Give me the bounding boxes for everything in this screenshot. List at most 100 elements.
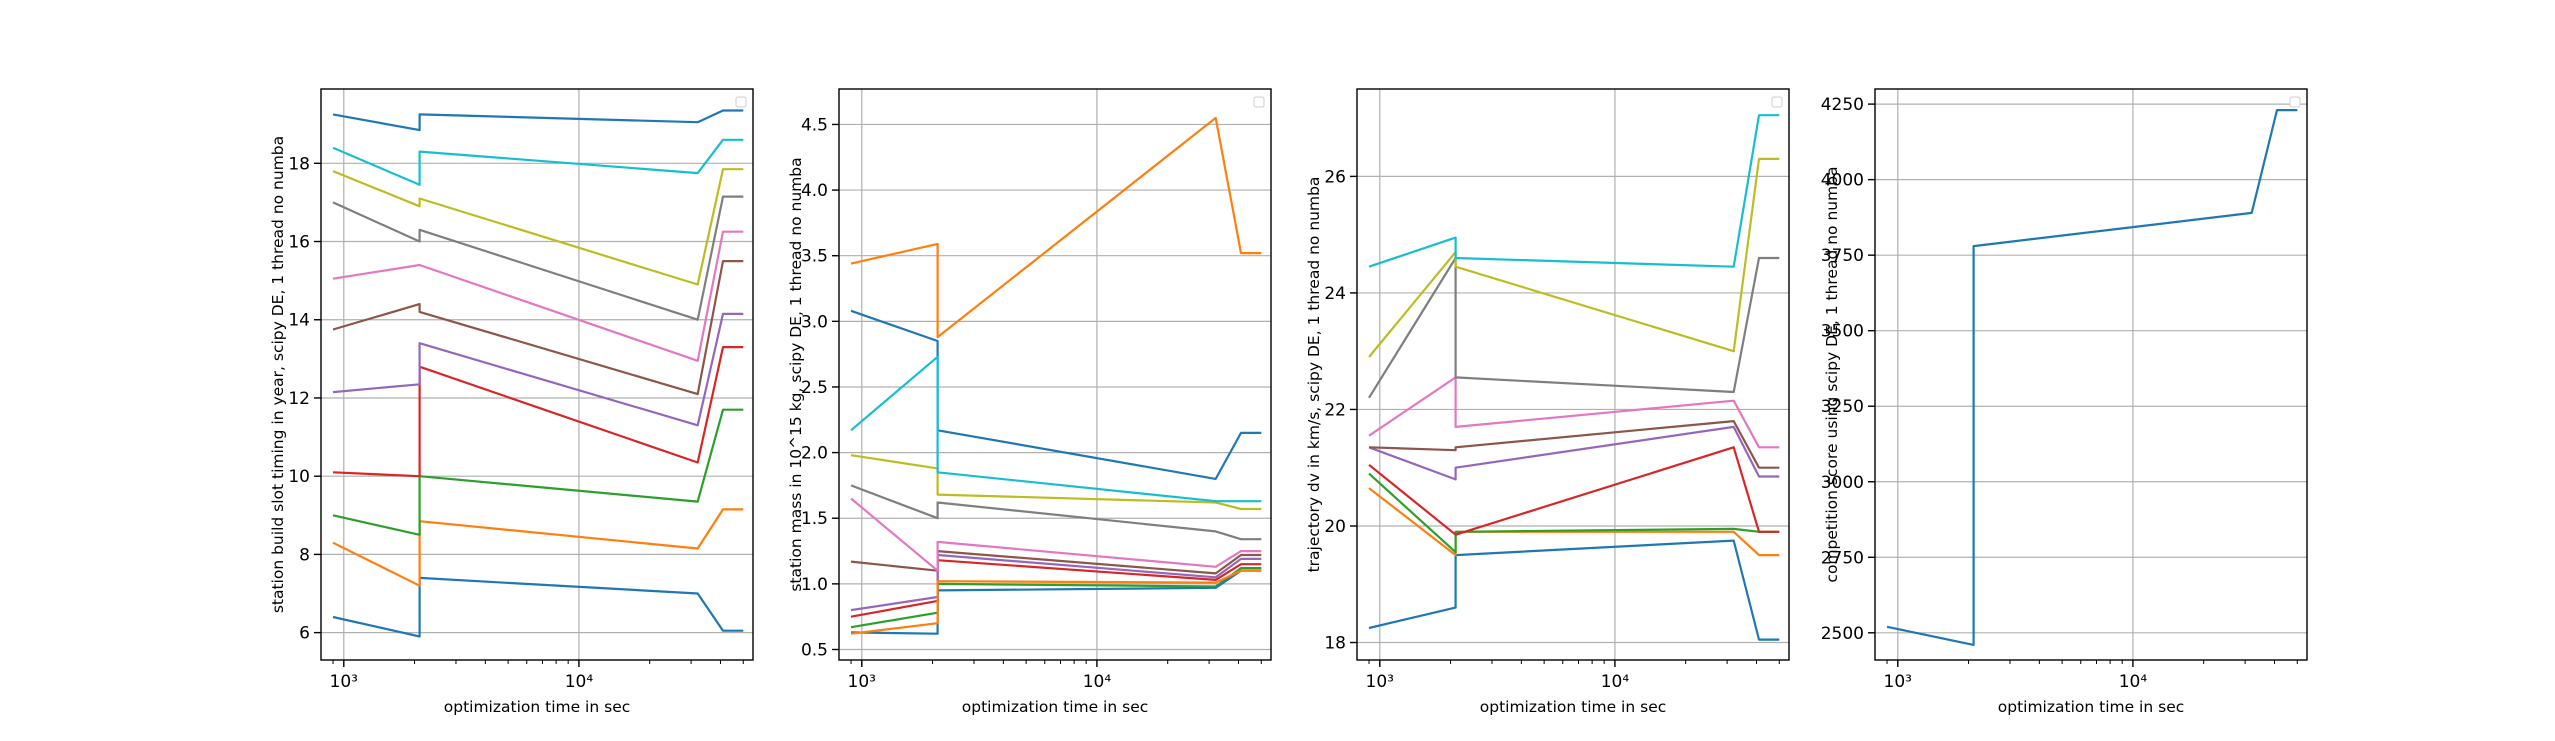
x-tick-label: 10⁴ bbox=[2119, 672, 2148, 692]
subplot-2: 10³ 10⁴ 0.5 1.0 1.5 2.0 2.5 3.0 3.5 4.0 4.5 optimiz… bbox=[787, 88, 1272, 716]
series-line-8 bbox=[850, 484, 1262, 541]
series-line-1 bbox=[1886, 108, 2298, 647]
series-line-12 bbox=[850, 569, 1262, 635]
subplot-4: 10³ 10⁴ 2500 2750 3000 3250 3500 3750 4000 4250 op… bbox=[1821, 88, 2308, 716]
y-tick-label: 4000 bbox=[1821, 171, 1864, 191]
series-line-3 bbox=[332, 408, 744, 536]
series-line-1 bbox=[332, 576, 744, 638]
y-tick-label: 16 bbox=[288, 233, 310, 253]
y-axis-label: trajectory dv in km/s, scipy DE, 1 threa… bbox=[1305, 177, 1323, 573]
series-line-2 bbox=[332, 508, 744, 587]
y-tick-label: 10 bbox=[288, 467, 310, 487]
series-line-5 bbox=[332, 312, 744, 427]
grid bbox=[1875, 89, 2307, 660]
series-line-4 bbox=[850, 559, 1262, 618]
series-line-3 bbox=[850, 566, 1262, 629]
y-axis-label: station mass in 10^15 kg, scipy DE, 1 th… bbox=[787, 157, 805, 591]
axes-frame bbox=[838, 88, 1272, 661]
series-line-1 bbox=[1368, 539, 1780, 641]
series-line-10 bbox=[850, 355, 1262, 503]
y-tick-label: 1.5 bbox=[801, 509, 828, 529]
y-tick-label: 14 bbox=[288, 311, 310, 331]
y-tick-label: 8 bbox=[299, 545, 310, 565]
y-tick-label: 3.0 bbox=[801, 312, 828, 332]
series-line-5 bbox=[1368, 425, 1780, 481]
legend bbox=[2289, 96, 2301, 108]
y-tick-label: 20 bbox=[1324, 517, 1346, 537]
y-tick-label: 22 bbox=[1324, 400, 1346, 420]
subplot-3: 10³ 10⁴ 18 20 22 24 26 optimization time in sec… bbox=[1305, 88, 1790, 716]
grid bbox=[321, 89, 753, 660]
y-tick-label: 3750 bbox=[1821, 246, 1864, 266]
series-line-6 bbox=[332, 260, 744, 396]
x-tick-label: 10⁴ bbox=[1601, 672, 1630, 692]
x-tick-label: 10⁴ bbox=[565, 672, 594, 692]
y-tick-label: 2.0 bbox=[801, 444, 828, 464]
series-line-8 bbox=[332, 195, 744, 321]
y-tick-label: 4250 bbox=[1821, 95, 1864, 115]
y-tick-label: 1.0 bbox=[801, 575, 828, 595]
series-group bbox=[850, 116, 1262, 635]
x-tick-label: 10⁴ bbox=[1083, 672, 1112, 692]
y-tick-label: 3500 bbox=[1821, 322, 1864, 342]
axes-frame bbox=[1874, 88, 2308, 661]
y-tick-label: 6 bbox=[299, 624, 310, 644]
series-line-1 bbox=[850, 309, 1262, 480]
subplot-1: 10³ 10⁴ 6 8 10 12 14 16 18 optimization time in s… bbox=[269, 88, 754, 716]
series-line-2 bbox=[850, 116, 1262, 339]
y-tick-label: 4.5 bbox=[801, 115, 828, 135]
series-group bbox=[332, 109, 744, 638]
y-tick-label: 2500 bbox=[1821, 624, 1864, 644]
series-line-7 bbox=[332, 230, 744, 362]
subplots: 10³ 10⁴ 6 8 10 12 14 16 18 optimization time in s… bbox=[269, 88, 2308, 716]
y-tick-label: 12 bbox=[288, 389, 310, 409]
x-tick-label: 10³ bbox=[330, 672, 358, 692]
x-minor-ticks bbox=[850, 660, 1262, 664]
y-tick-label: 3000 bbox=[1821, 473, 1864, 493]
y-tick-label: 2750 bbox=[1821, 548, 1864, 568]
x-minor-ticks bbox=[1368, 660, 1780, 664]
y-tick-label: 0.5 bbox=[801, 640, 828, 660]
series-line-5 bbox=[850, 553, 1262, 612]
axes-frame bbox=[320, 88, 754, 661]
x-minor-ticks bbox=[1886, 660, 2298, 664]
x-axis-label: optimization time in sec bbox=[444, 698, 631, 716]
series-group bbox=[1886, 108, 2298, 647]
legend bbox=[1771, 96, 1783, 108]
series-line-4 bbox=[1368, 446, 1780, 536]
x-tick-label: 10³ bbox=[1884, 672, 1912, 692]
x-axis-label: optimization time in sec bbox=[1480, 698, 1667, 716]
series-line-9 bbox=[850, 454, 1262, 511]
y-tick-label: 24 bbox=[1324, 284, 1346, 304]
legend bbox=[1253, 96, 1265, 108]
y-axis-label: competition score using scipy DE, 1 thre… bbox=[1823, 166, 1841, 582]
series-line-11 bbox=[332, 109, 744, 132]
y-tick-label: 3.5 bbox=[801, 247, 828, 267]
grid bbox=[1357, 89, 1789, 660]
series-line-8 bbox=[1368, 256, 1780, 399]
series-line-4 bbox=[332, 346, 744, 478]
series-line-2 bbox=[1368, 487, 1780, 557]
x-tick-label: 10³ bbox=[848, 672, 876, 692]
series-line-10 bbox=[332, 138, 744, 186]
y-tick-label: 26 bbox=[1324, 167, 1346, 187]
series-line-7 bbox=[1368, 376, 1780, 449]
y-tick-label: 4.0 bbox=[801, 181, 828, 201]
series-line-9 bbox=[1368, 157, 1780, 358]
y-tick-label: 18 bbox=[288, 154, 310, 174]
y-axis-label: station build slot timing in year, scipy… bbox=[269, 136, 287, 613]
x-axis-label: optimization time in sec bbox=[962, 698, 1149, 716]
x-tick-label: 10³ bbox=[1366, 672, 1394, 692]
series-line-9 bbox=[332, 168, 744, 286]
y-tick-label: 18 bbox=[1324, 634, 1346, 654]
series-line-10 bbox=[1368, 114, 1780, 268]
x-axis-label: optimization time in sec bbox=[1998, 698, 2185, 716]
legend bbox=[735, 96, 747, 108]
series-line-6 bbox=[1368, 420, 1780, 469]
series-group bbox=[1368, 114, 1780, 641]
y-tick-label: 3250 bbox=[1821, 397, 1864, 417]
x-minor-ticks bbox=[332, 660, 744, 664]
series-line-7 bbox=[850, 497, 1262, 572]
